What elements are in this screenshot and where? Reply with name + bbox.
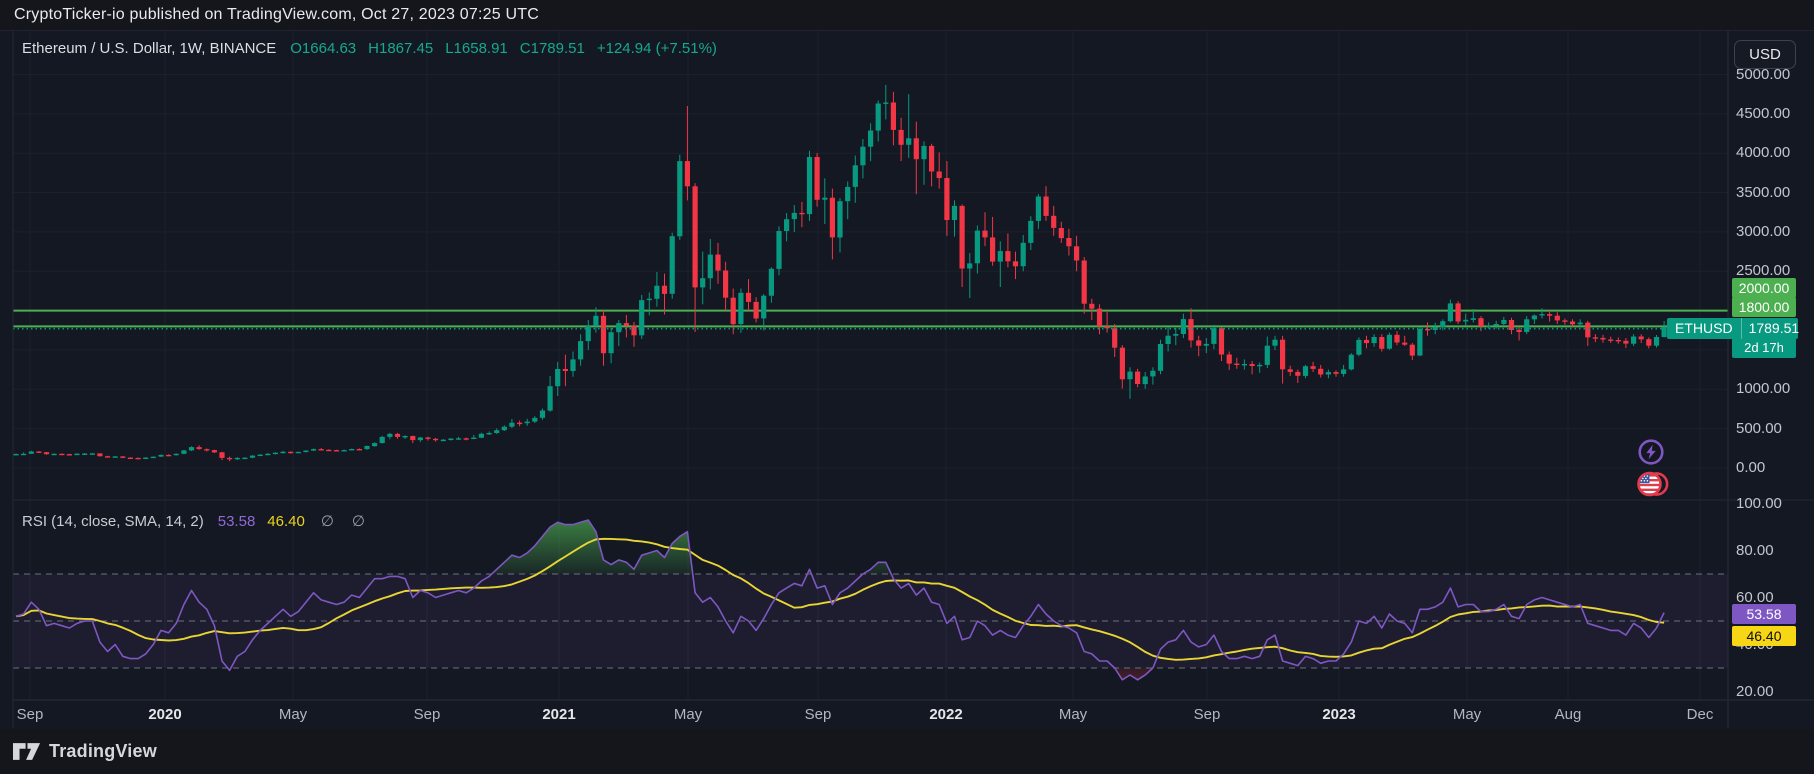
price-axis-tick[interactable]: 5000.00 bbox=[1736, 65, 1791, 83]
tradingview-brand-text: TradingView bbox=[49, 741, 157, 761]
price-axis-tick[interactable]: 500.00 bbox=[1736, 419, 1782, 437]
last-price-symbol: ETHUSD bbox=[1667, 318, 1741, 340]
countdown-badge: 2d 17h bbox=[1732, 338, 1796, 359]
empty-set-icon: ∅ bbox=[351, 513, 365, 530]
price-axis-tick[interactable]: 0.00 bbox=[1736, 459, 1766, 476]
rsi-axis-tick[interactable]: 20.00 bbox=[1736, 682, 1774, 700]
usd-flag-icon bbox=[1637, 470, 1669, 503]
rsi-sma-value: 46.40 bbox=[267, 513, 305, 530]
rsi-title: RSI (14, close, SMA, 14, 2) bbox=[22, 513, 204, 530]
footer-bar: TradingView bbox=[0, 729, 1814, 774]
rsi-axis-tick[interactable]: 60.00 bbox=[1736, 588, 1774, 606]
time-axis-label[interactable]: Sep bbox=[804, 706, 832, 723]
price-axis-tick[interactable]: 4500.00 bbox=[1736, 104, 1791, 122]
rsi-legend[interactable]: RSI (14, close, SMA, 14, 2) 53.58 46.40 ∅ ∅ bbox=[22, 512, 383, 530]
rsi-sma-badge: 46.40 bbox=[1732, 626, 1796, 647]
low-value: L1658.91 bbox=[445, 40, 508, 57]
attribution-text: CryptoTicker-io published on TradingView… bbox=[14, 6, 539, 23]
price-line-badge: 2000.00 bbox=[1732, 277, 1796, 298]
time-axis-label[interactable]: Aug bbox=[1554, 706, 1582, 723]
time-axis-label[interactable]: Dec bbox=[1686, 706, 1714, 723]
rsi-value: 53.58 bbox=[217, 513, 256, 530]
time-axis-label[interactable]: Sep bbox=[16, 706, 44, 723]
last-price-badge: ETHUSD 1789.51 bbox=[1667, 318, 1799, 340]
time-axis-label[interactable]: 2023 bbox=[1322, 706, 1356, 723]
rsi-axis-tick[interactable]: 100.00 bbox=[1736, 494, 1782, 512]
tradingview-logo-icon bbox=[13, 743, 41, 760]
open-value: O1664.63 bbox=[290, 40, 357, 57]
lightning-icon bbox=[1637, 438, 1665, 471]
time-axis-label[interactable]: Sep bbox=[1193, 706, 1221, 723]
time-axis-label[interactable]: Sep bbox=[413, 706, 441, 723]
time-axis-label[interactable]: 2020 bbox=[148, 706, 182, 723]
price-axis-tick[interactable]: 4000.00 bbox=[1736, 144, 1791, 162]
price-axis-tick[interactable]: 2500.00 bbox=[1736, 262, 1791, 280]
attribution-bar: CryptoTicker-io published on TradingView… bbox=[0, 0, 1814, 31]
price-axis-tick[interactable]: 3500.00 bbox=[1736, 183, 1791, 201]
currency-toggle-button[interactable]: USD bbox=[1734, 40, 1796, 69]
time-axis-label[interactable]: May bbox=[673, 706, 703, 723]
rsi-axis-tick[interactable]: 80.00 bbox=[1736, 541, 1774, 559]
symbol-title: Ethereum / U.S. Dollar, 1W, BINANCE bbox=[22, 40, 277, 57]
time-axis-label[interactable]: May bbox=[278, 706, 308, 723]
tradingview-logo[interactable]: TradingView bbox=[13, 741, 157, 762]
price-axis-tick[interactable]: 1000.00 bbox=[1736, 380, 1791, 398]
time-axis-label[interactable]: May bbox=[1452, 706, 1482, 723]
empty-set-icon: ∅ bbox=[320, 513, 334, 530]
rsi-value-badge: 53.58 bbox=[1732, 603, 1796, 624]
price-axis-tick[interactable]: 3000.00 bbox=[1736, 222, 1791, 240]
symbol-legend[interactable]: Ethereum / U.S. Dollar, 1W, BINANCE O1664… bbox=[22, 40, 717, 57]
last-price-value: 1789.51 bbox=[1740, 318, 1799, 340]
time-axis-label[interactable]: May bbox=[1058, 706, 1088, 723]
time-axis-label[interactable]: 2021 bbox=[542, 706, 576, 723]
price-line-badge: 1800.00 bbox=[1732, 297, 1796, 318]
close-value: C1789.51 bbox=[519, 40, 585, 57]
high-value: H1867.45 bbox=[368, 40, 434, 57]
change-value: +124.94 (+7.51%) bbox=[596, 40, 717, 57]
time-axis-label[interactable]: 2022 bbox=[929, 706, 963, 723]
